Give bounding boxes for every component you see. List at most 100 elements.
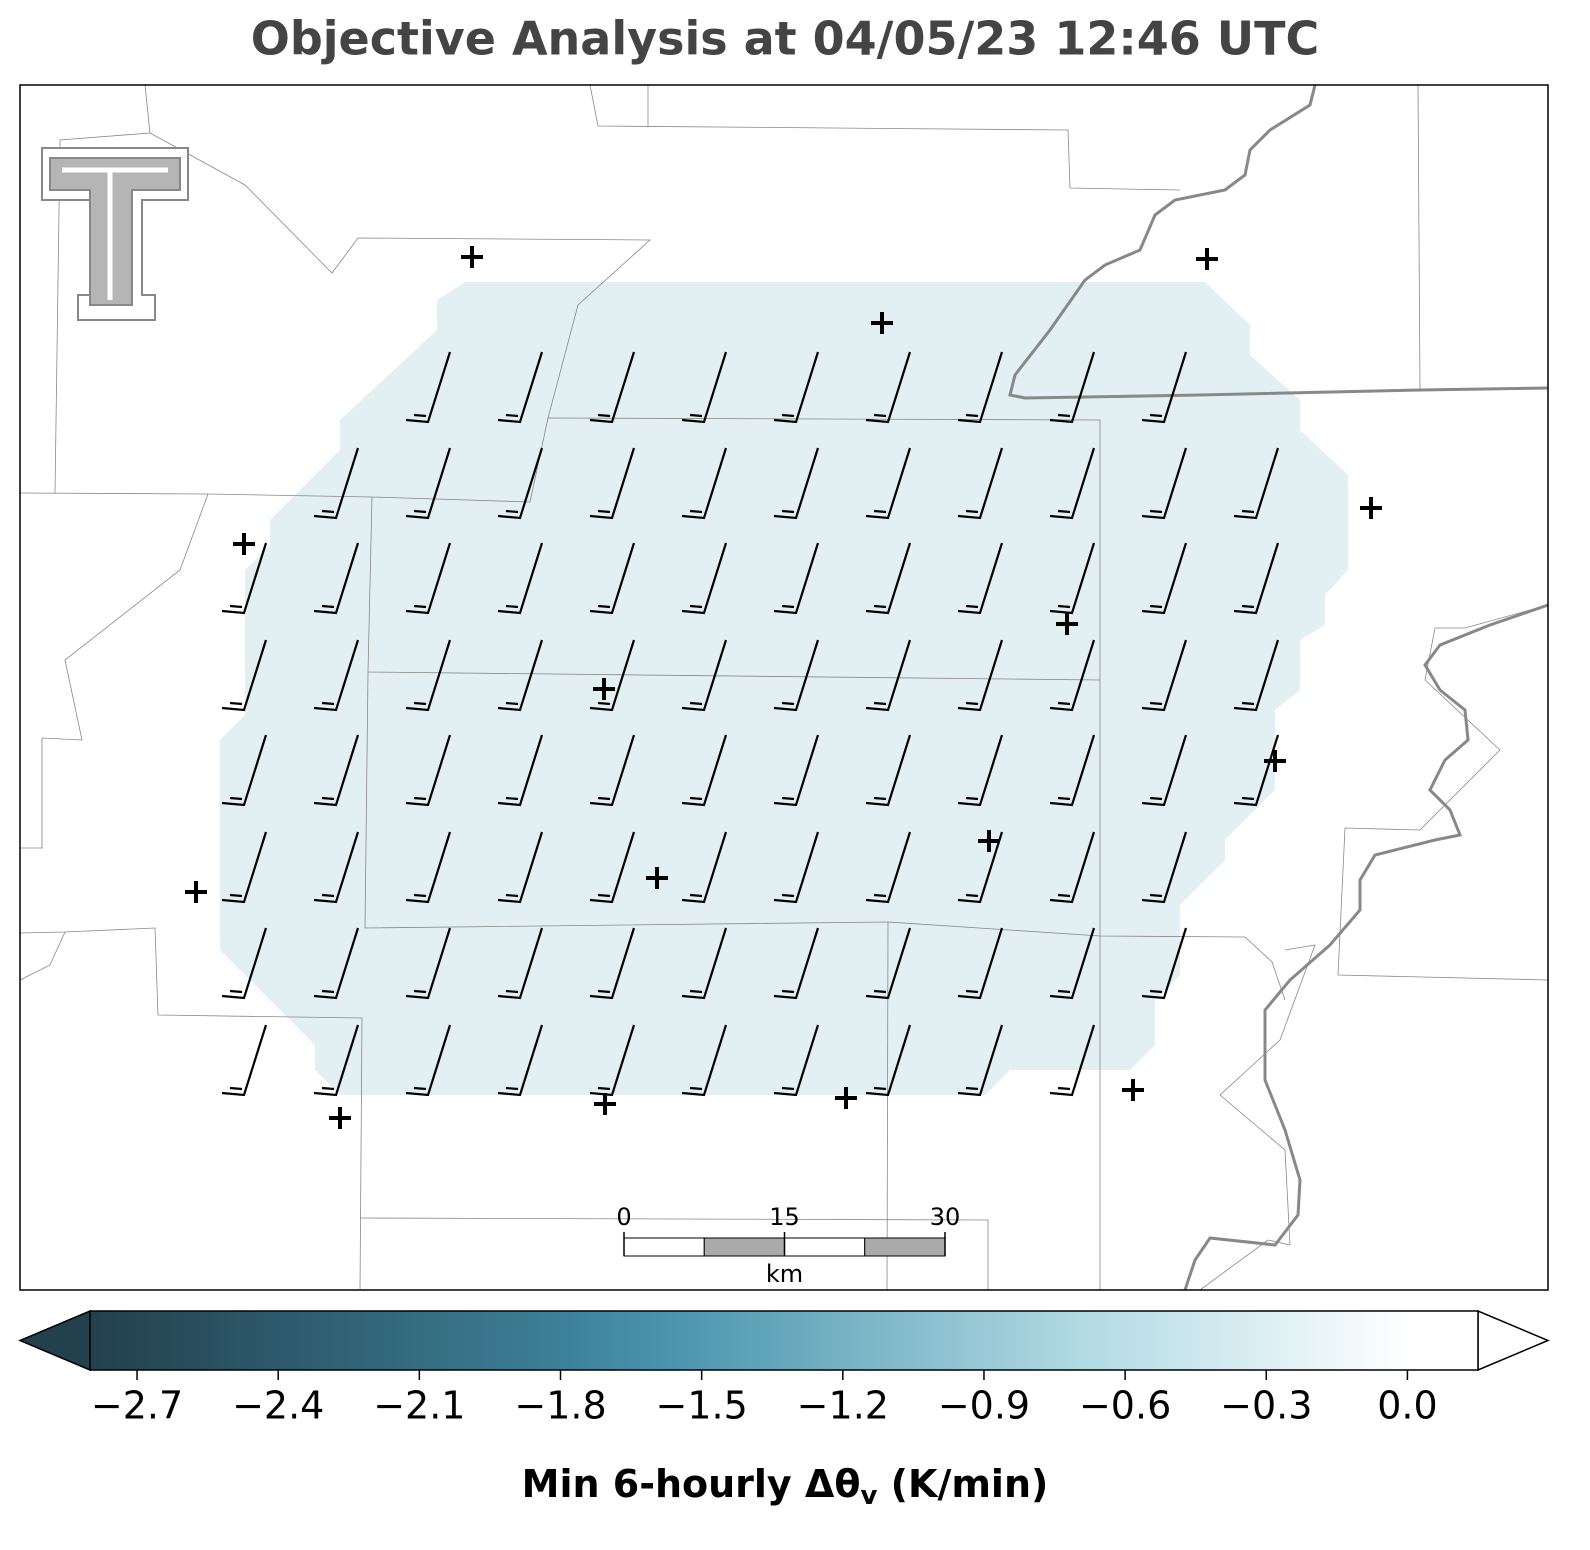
wind-barb	[497, 639, 544, 712]
wind-barb	[1233, 542, 1280, 615]
scalebar-tick-label: 15	[769, 1203, 800, 1231]
colorbar-tick-label: −0.6	[1079, 1384, 1171, 1428]
wind-barb	[405, 447, 452, 520]
wind-barb	[589, 831, 636, 904]
station	[233, 533, 255, 555]
colorbar-under	[18, 1309, 91, 1372]
wind-barb	[221, 639, 268, 712]
wind-barb	[773, 447, 820, 520]
colorbar-tick-label: −2.7	[91, 1384, 183, 1428]
wind-barb	[1141, 734, 1188, 807]
wind-barb	[313, 542, 360, 615]
scalebar-unit: km	[766, 1260, 803, 1288]
colorbar-tick-label: −2.1	[373, 1384, 465, 1428]
wind-barb	[773, 542, 820, 615]
colorbar-tick-label: −0.9	[938, 1384, 1030, 1428]
wind-barb	[865, 447, 912, 520]
wind-barb	[681, 1024, 728, 1097]
wind-barb	[681, 639, 728, 712]
wind-barb	[221, 1024, 268, 1097]
logo	[41, 147, 189, 321]
wind-barb	[865, 351, 912, 424]
wind-barb	[313, 831, 360, 904]
wind-barb	[1049, 734, 1096, 807]
colorbar: −2.7 −2.4 −2.1 −1.8 −1.5 −1.2 −0.9 −0.6 −0.3 0.0	[18, 1309, 1550, 1428]
wind-barb	[497, 351, 544, 424]
wind-barb	[221, 831, 268, 904]
wind-barb	[589, 542, 636, 615]
rivers-and-borders	[1008, 85, 1548, 1290]
wind-barb	[405, 734, 452, 807]
wind-barb	[773, 734, 820, 807]
wind-barb	[1049, 927, 1096, 1000]
wind-barb	[313, 927, 360, 1000]
scalebar-segment	[703, 1237, 785, 1257]
wind-barb	[589, 927, 636, 1000]
station	[646, 867, 668, 889]
wind-barb	[681, 927, 728, 1000]
map-frame	[19, 84, 1549, 1291]
station	[593, 678, 615, 700]
wind-barb	[405, 831, 452, 904]
wind-barb	[957, 927, 1004, 1000]
station	[871, 312, 893, 334]
station	[1264, 750, 1286, 772]
station	[1196, 248, 1218, 270]
title: Objective Analysis at 04/05/23 12:46 UTC	[251, 12, 1320, 66]
wind-barb	[497, 734, 544, 807]
scalebar-tick-label: 0	[616, 1203, 631, 1231]
wind-barb	[497, 447, 544, 520]
label-main: Min 6-hourly Δθ	[522, 1462, 861, 1506]
wind-barb	[1233, 447, 1280, 520]
wind-barb	[773, 927, 820, 1000]
station	[461, 246, 483, 268]
scalebar: 0 15 30 km	[616, 1203, 960, 1288]
wind-barb	[1233, 734, 1280, 807]
wind-barb	[957, 639, 1004, 712]
wind-barbs	[221, 351, 1280, 1097]
colorbar-tick-label: −1.2	[797, 1384, 889, 1428]
wind-barb	[589, 351, 636, 424]
colorbar-over	[1477, 1309, 1550, 1372]
wind-barb	[957, 1024, 1004, 1097]
wind-barb	[1049, 447, 1096, 520]
wind-barb	[497, 831, 544, 904]
colorbar-body	[89, 1310, 1479, 1371]
wind-barb	[1049, 639, 1096, 712]
wind-barb	[405, 542, 452, 615]
scalebar-tick-label: 30	[930, 1203, 961, 1231]
colorbar-tick-label: −1.8	[514, 1384, 606, 1428]
station-markers	[185, 246, 1382, 1129]
wind-barb	[405, 1024, 452, 1097]
label-units: (K/min)	[877, 1462, 1048, 1506]
station	[329, 1107, 351, 1129]
scalebar-segment	[623, 1237, 705, 1257]
wind-barb	[497, 542, 544, 615]
wind-barb	[681, 447, 728, 520]
wind-barb	[1141, 447, 1188, 520]
wind-barb	[773, 1024, 820, 1097]
wind-barb	[957, 734, 1004, 807]
wind-barb	[221, 542, 268, 615]
wind-barb	[957, 447, 1004, 520]
station	[1056, 613, 1078, 635]
county-lines	[20, 85, 1548, 1290]
station	[185, 881, 207, 903]
station	[835, 1087, 857, 1109]
wind-barb	[1049, 1024, 1096, 1097]
map	[20, 85, 1548, 1290]
wind-barb	[865, 927, 912, 1000]
wind-barb	[589, 447, 636, 520]
station	[1122, 1079, 1144, 1101]
colorbar-tick-label: −2.4	[232, 1384, 324, 1428]
wind-barb	[589, 1024, 636, 1097]
wind-barb	[957, 542, 1004, 615]
scalebar-segment	[864, 1237, 946, 1257]
wind-barb	[313, 1024, 360, 1097]
wind-barb	[865, 831, 912, 904]
wind-barb	[957, 351, 1004, 424]
wind-barb	[405, 927, 452, 1000]
analysis-shading	[220, 282, 1348, 1095]
wind-barb	[681, 351, 728, 424]
